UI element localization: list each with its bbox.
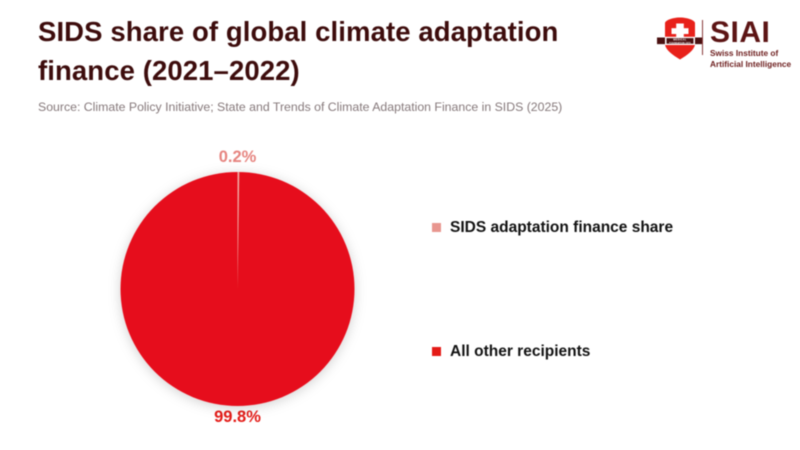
svg-text:MEDICAL: MEDICAL <box>673 39 687 42</box>
svg-text:FOUNDATION 1975: FOUNDATION 1975 <box>669 41 691 44</box>
